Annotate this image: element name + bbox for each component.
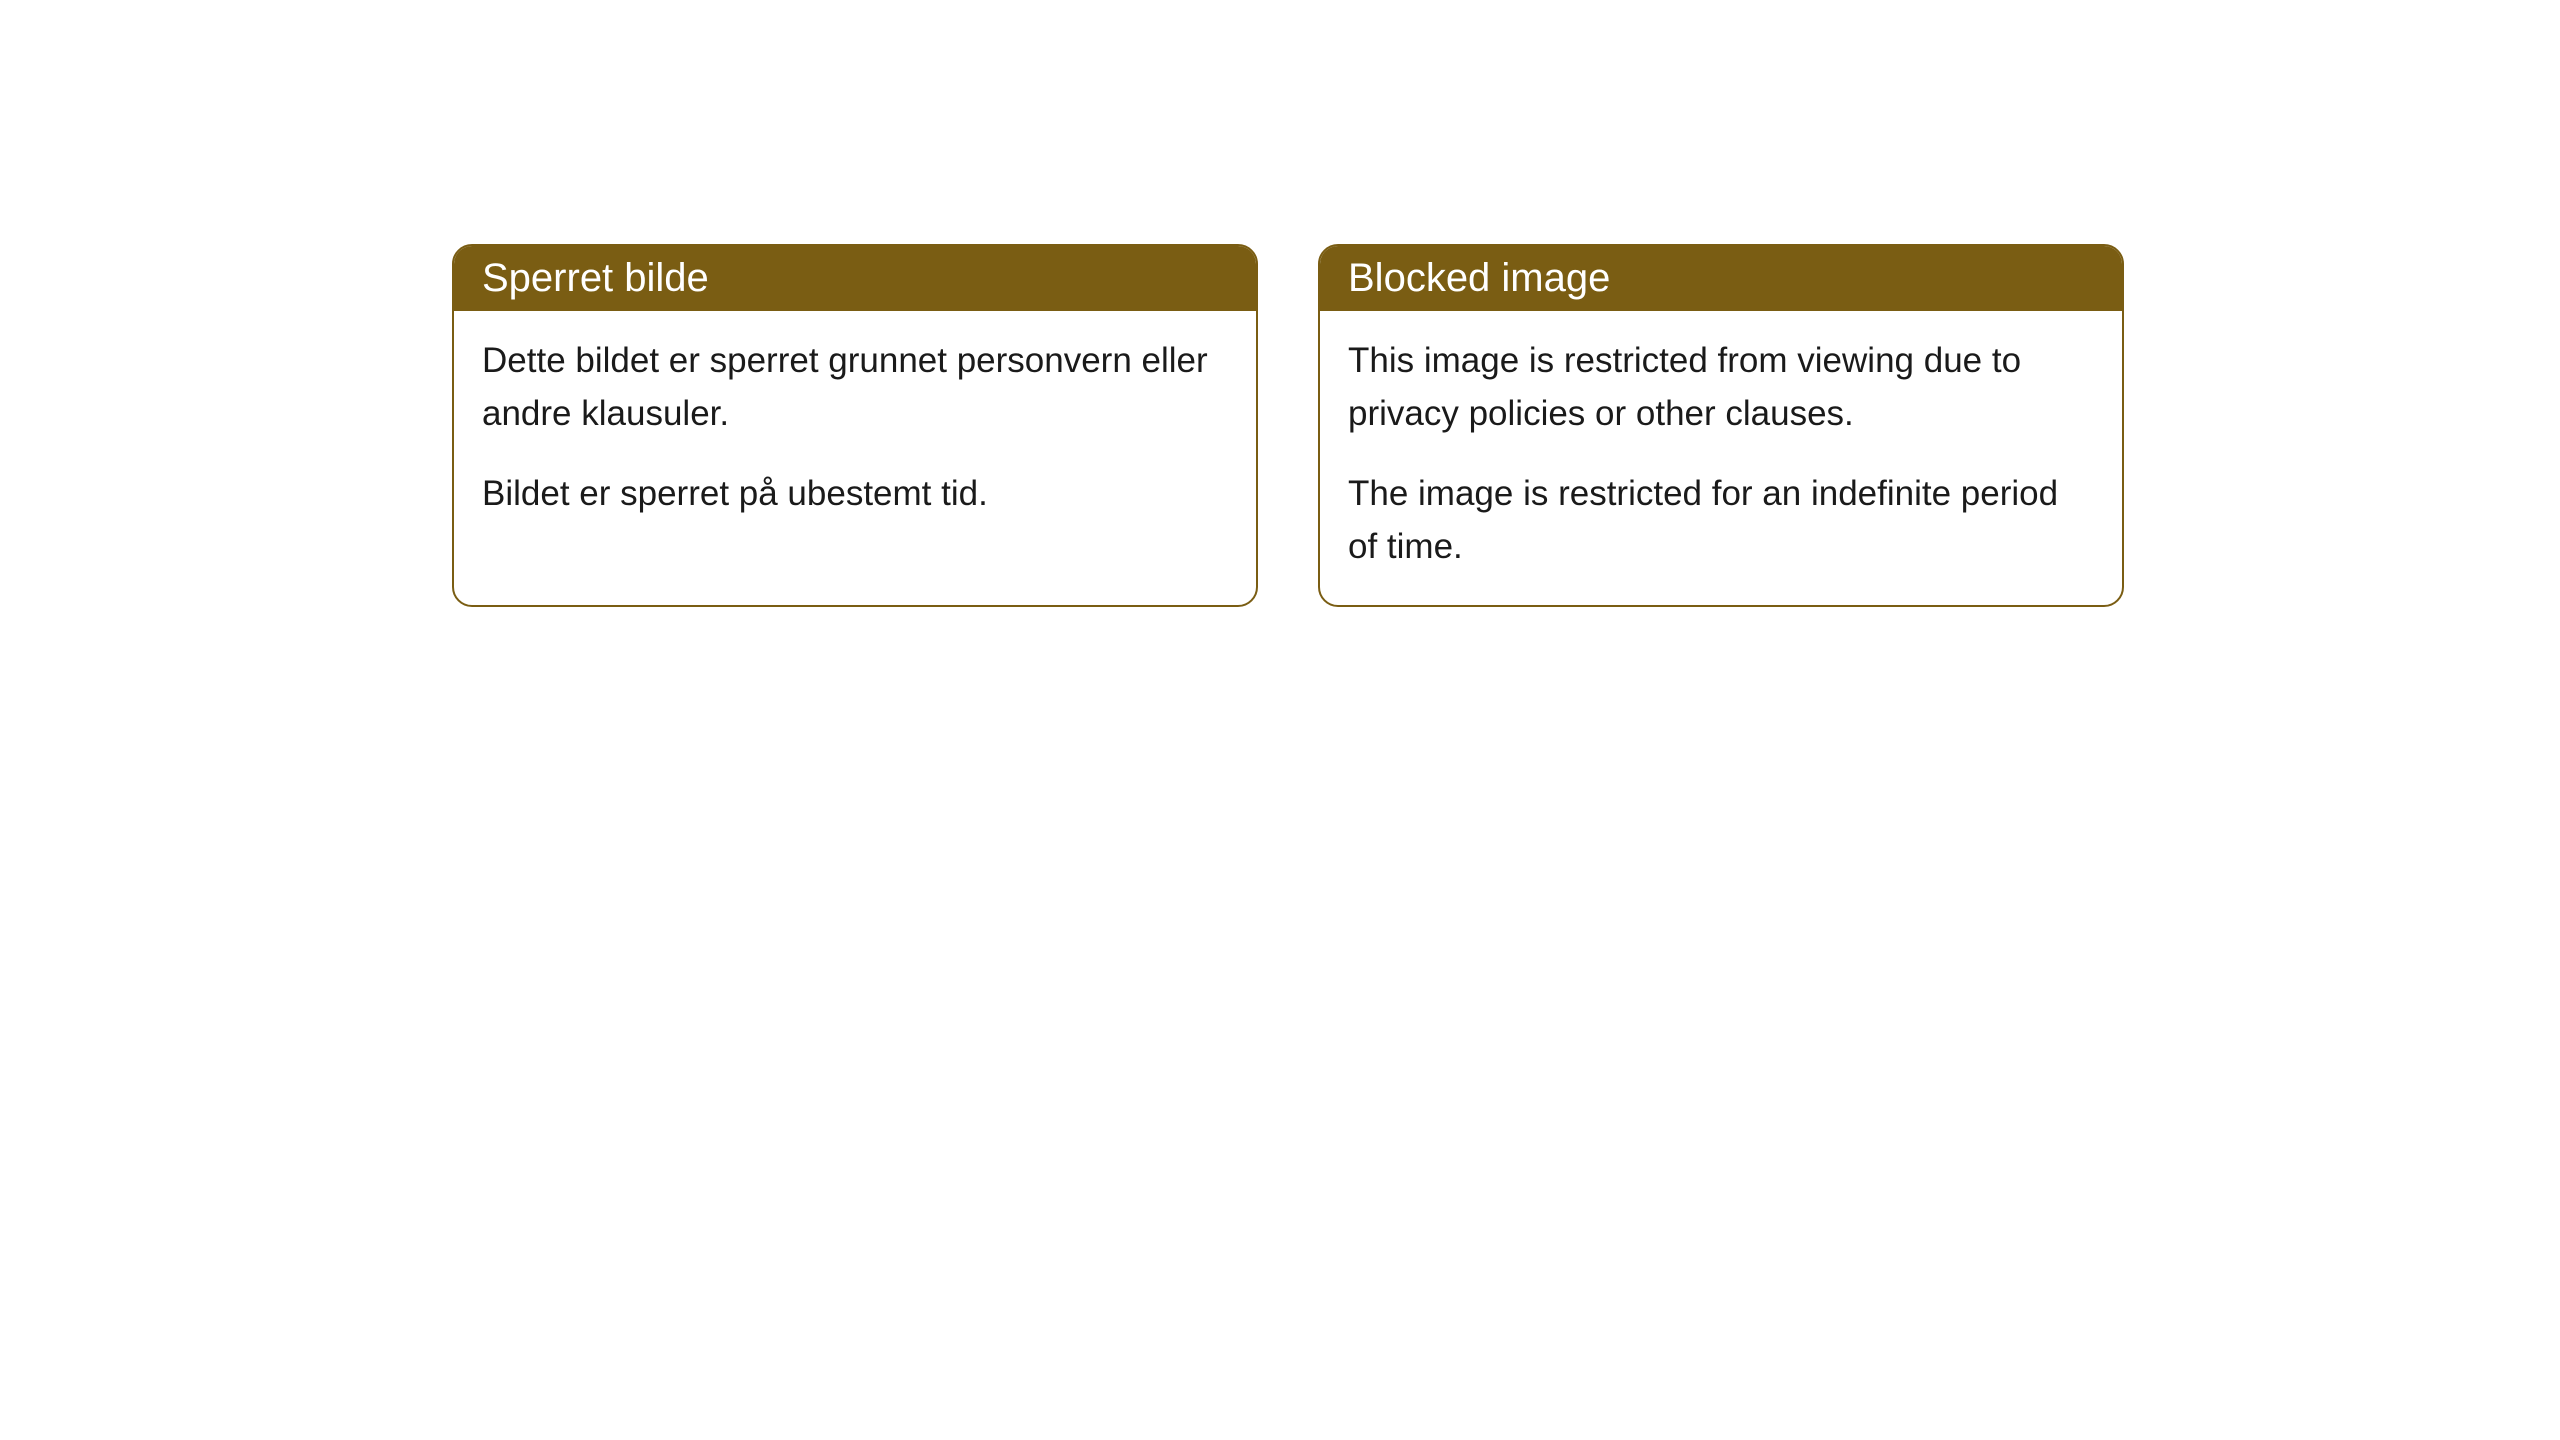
blocked-image-card-english: Blocked image This image is restricted f… (1318, 244, 2124, 607)
card-paragraph-2: The image is restricted for an indefinit… (1348, 468, 2094, 573)
card-body: This image is restricted from viewing du… (1320, 311, 2122, 605)
card-body: Dette bildet er sperret grunnet personve… (454, 311, 1256, 553)
card-header: Sperret bilde (454, 246, 1256, 311)
card-paragraph-1: This image is restricted from viewing du… (1348, 335, 2094, 440)
card-title: Sperret bilde (482, 256, 709, 300)
card-title: Blocked image (1348, 256, 1610, 300)
card-paragraph-1: Dette bildet er sperret grunnet personve… (482, 335, 1228, 440)
card-paragraph-2: Bildet er sperret på ubestemt tid. (482, 468, 1228, 521)
card-header: Blocked image (1320, 246, 2122, 311)
blocked-image-card-norwegian: Sperret bilde Dette bildet er sperret gr… (452, 244, 1258, 607)
cards-container: Sperret bilde Dette bildet er sperret gr… (0, 0, 2560, 607)
